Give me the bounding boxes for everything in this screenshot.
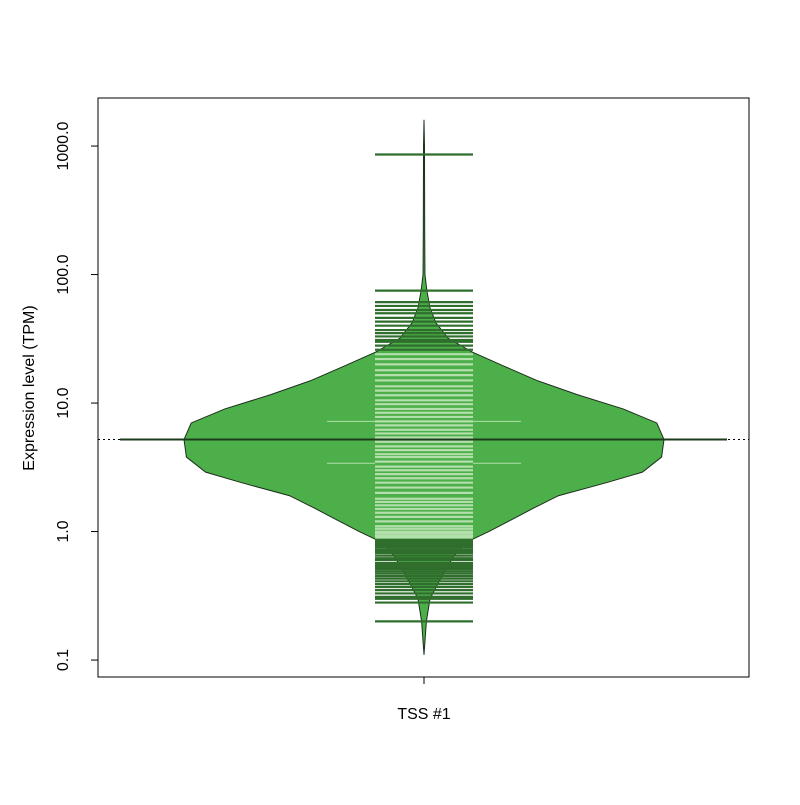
y-tick-label: 1.0 [55, 520, 72, 542]
y-tick-label: 100.0 [55, 254, 72, 294]
bean-half [184, 119, 424, 655]
y-tick-label: 0.1 [55, 649, 72, 671]
x-tick-label: TSS #1 [397, 706, 450, 723]
y-tick-label: 1000.0 [55, 121, 72, 170]
y-tick-label: 10.0 [55, 387, 72, 418]
bean-half [424, 119, 664, 655]
y-axis-title: Expression level (TPM) [21, 305, 38, 470]
